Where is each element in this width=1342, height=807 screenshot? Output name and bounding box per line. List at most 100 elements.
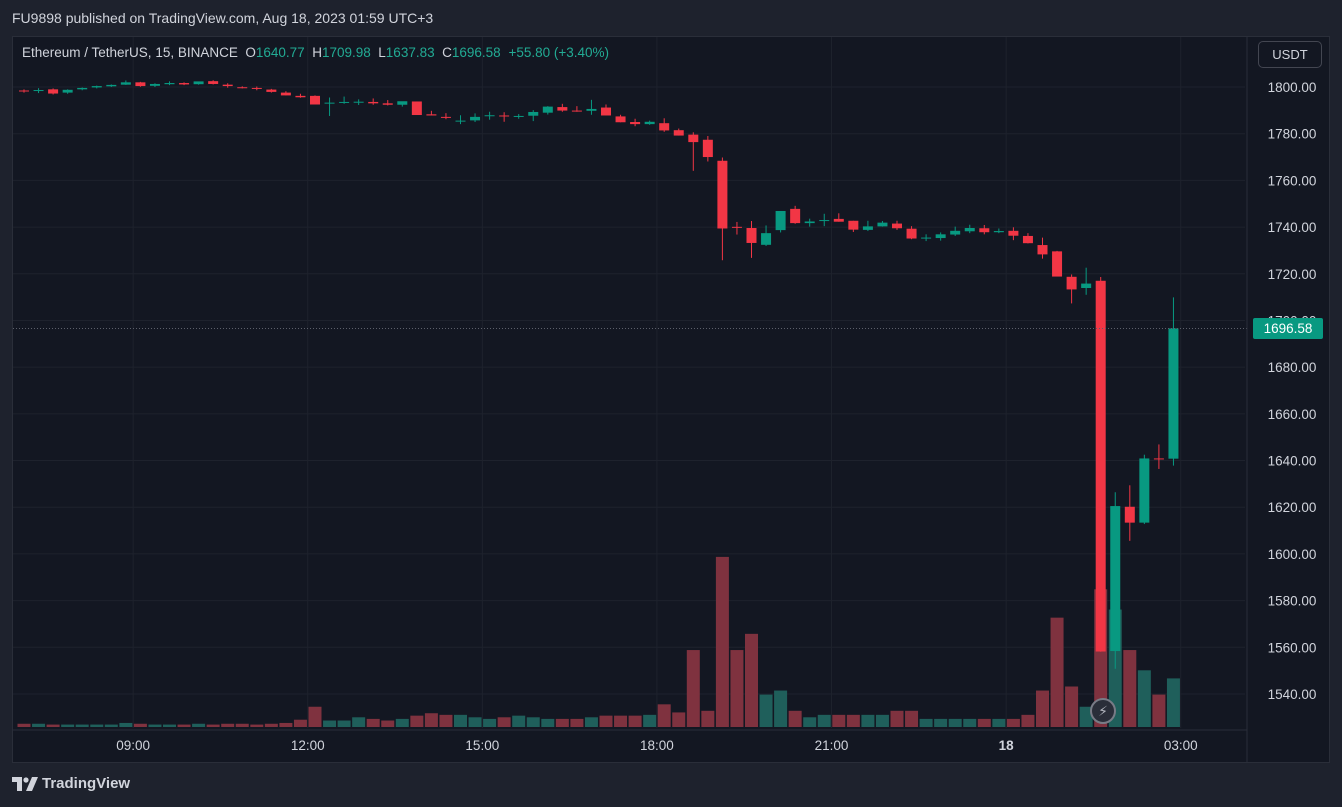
volume-bar <box>803 717 817 727</box>
volume-bar <box>192 723 206 727</box>
candle-body <box>19 90 29 92</box>
price-tick-label: 1600.00 <box>1268 547 1317 562</box>
candle-body <box>1139 458 1150 523</box>
candle-body <box>149 83 160 86</box>
candle-body <box>848 220 859 230</box>
candle-body <box>731 226 742 228</box>
candle-body <box>528 111 539 116</box>
price-tick-label: 1560.00 <box>1268 640 1317 655</box>
volume-bar <box>890 710 904 727</box>
candle-body <box>353 101 364 103</box>
candle-body <box>775 210 786 231</box>
publish-info: FU9898 published on TradingView.com, Aug… <box>12 10 434 26</box>
volume-bar <box>672 712 686 727</box>
volume-bar <box>512 715 526 727</box>
candle-body <box>717 160 728 229</box>
volume-bar <box>701 710 715 727</box>
candle-body <box>164 83 175 85</box>
volume-bar <box>1079 706 1093 727</box>
volume-bar <box>599 715 613 727</box>
candle-body <box>892 223 902 229</box>
brand-name: TradingView <box>42 775 131 792</box>
volume-bar <box>526 717 540 727</box>
volume-bar <box>439 714 453 727</box>
legend-close-label: C <box>442 45 452 60</box>
legend-change: +55.80 (+3.40%) <box>508 45 610 60</box>
candle-body <box>659 123 670 131</box>
candle-body <box>397 101 408 105</box>
volume-bar <box>657 704 671 727</box>
candle-body <box>310 95 320 105</box>
candle-body <box>673 130 684 136</box>
volume-bar <box>177 724 191 727</box>
candle-body <box>470 116 481 121</box>
price-tick-label: 1740.00 <box>1268 220 1317 235</box>
volume-bar <box>832 714 846 727</box>
candle-body <box>339 101 350 103</box>
candle-body <box>950 230 961 235</box>
volume-bar <box>381 720 395 727</box>
volume-bar <box>308 706 322 727</box>
volume-bar <box>32 723 46 727</box>
volume-bar <box>221 723 235 727</box>
candle-body <box>499 115 510 117</box>
volume-bar <box>584 717 598 727</box>
last-price-label: 1696.58 <box>1253 318 1323 339</box>
grid-lines <box>13 37 1245 728</box>
time-tick-label: 12:00 <box>291 738 325 753</box>
candle-body <box>1008 230 1019 236</box>
candle-body <box>179 83 190 85</box>
candle-body <box>33 90 44 92</box>
volume-bar <box>1152 694 1166 727</box>
candle-body <box>1081 283 1092 289</box>
volume-bar <box>555 718 569 727</box>
candle-body <box>48 89 59 94</box>
volume-bar <box>570 718 584 727</box>
volume-bar <box>788 710 802 727</box>
volume-bar <box>1050 617 1064 727</box>
time-tick-label: 18 <box>999 738 1015 753</box>
volume-bar <box>366 718 380 727</box>
legend-high-value: 1709.98 <box>321 45 371 60</box>
volume-bar <box>323 720 337 727</box>
volume-bar <box>1065 686 1079 727</box>
candle-body <box>644 121 655 125</box>
currency-button[interactable]: USDT <box>1258 41 1322 68</box>
legend-close-value: 1696.58 <box>451 45 501 60</box>
volume-bar <box>163 724 176 727</box>
candle-body <box>324 102 335 104</box>
volume-bar <box>424 713 438 727</box>
candle-body <box>1022 235 1033 244</box>
candle-body <box>382 103 393 105</box>
time-axis: 09:00 12:00 15:00 18:00 21:00 18 03:00 <box>13 729 1247 753</box>
volume-bar <box>992 718 1006 727</box>
candle-body <box>571 110 582 112</box>
price-tick-label: 1680.00 <box>1268 360 1317 375</box>
candle-body <box>1168 328 1179 459</box>
volume-bar <box>1137 670 1151 727</box>
price-tick-label: 1660.00 <box>1268 407 1317 422</box>
candle-body <box>280 92 291 96</box>
volume-bar <box>395 718 409 727</box>
volume-bar <box>17 723 31 727</box>
volume-bar <box>715 556 729 727</box>
price-tick-label: 1800.00 <box>1268 80 1317 95</box>
volume-bar <box>46 724 60 727</box>
volume-bar <box>410 715 424 727</box>
price-tick-label: 1540.00 <box>1268 687 1317 702</box>
price-tick-label: 1760.00 <box>1268 173 1317 188</box>
time-tick-label: 09:00 <box>116 738 150 753</box>
volume-bar <box>206 724 220 727</box>
lightning-icon[interactable]: ⚡ <box>1090 698 1116 724</box>
price-tick-label: 1780.00 <box>1268 127 1317 142</box>
candle-body <box>251 87 262 89</box>
volume-bar <box>643 714 657 727</box>
volume-bar <box>104 724 118 727</box>
volume-bar <box>352 717 366 727</box>
volume-bar <box>730 650 744 727</box>
candles <box>19 80 1179 669</box>
volume-bar <box>250 724 264 727</box>
volume-bar <box>264 723 278 727</box>
tradingview-brand[interactable]: TradingView <box>12 775 130 792</box>
